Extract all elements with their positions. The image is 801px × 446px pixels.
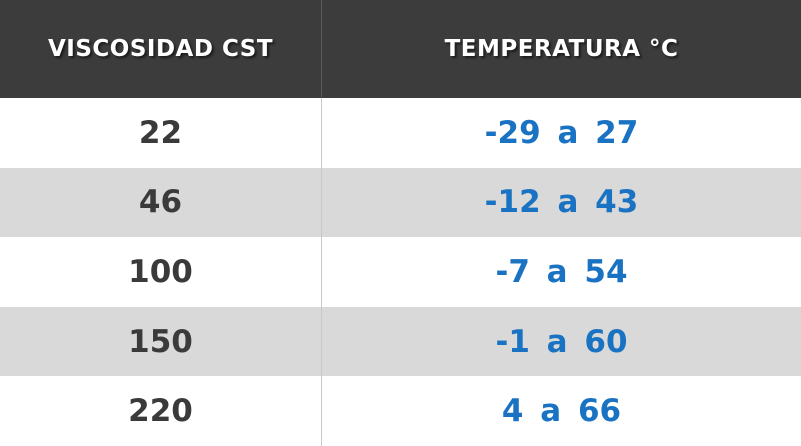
- viscosity-cell: 150: [0, 306, 322, 377]
- viscosity-cell: 220: [0, 376, 322, 446]
- temperature-cell: -1 a 60: [495, 323, 628, 360]
- temperature-cell: -7 a 54: [495, 253, 628, 290]
- table-row: 220 4 a 66: [0, 376, 801, 446]
- table-row: 22 -29 a 27: [0, 98, 801, 168]
- header-temperature: TEMPERATURA °C: [444, 36, 679, 62]
- header-viscosity: VISCOSIDAD CST: [0, 0, 322, 98]
- temperature-cell: -29 a 27: [484, 114, 639, 151]
- viscosity-cell: 22: [0, 98, 322, 168]
- viscosity-cell: 100: [0, 237, 322, 307]
- temperature-cell: -12 a 43: [484, 184, 639, 221]
- temperature-cell: 4 a 66: [501, 393, 622, 430]
- viscosity-cell: 46: [0, 167, 322, 238]
- table-row: 150 -1 a 60: [0, 306, 801, 377]
- table-row: 100 -7 a 54: [0, 237, 801, 307]
- table-header: VISCOSIDAD CST TEMPERATURA °C: [0, 0, 801, 98]
- table-row: 46 -12 a 43: [0, 167, 801, 238]
